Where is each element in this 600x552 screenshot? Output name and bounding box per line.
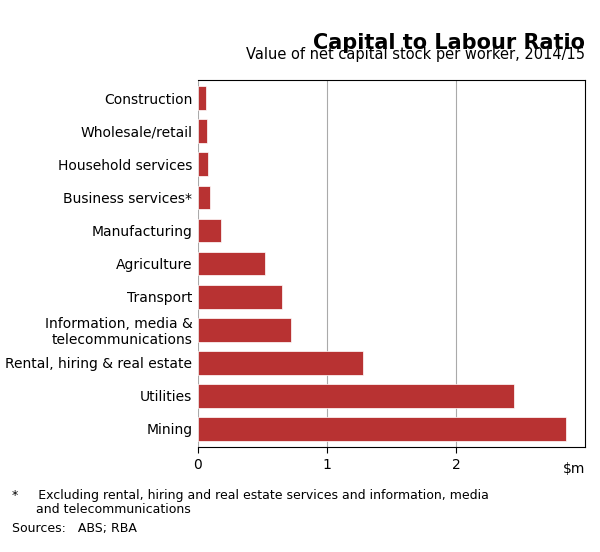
Bar bbox=[198, 152, 208, 176]
Bar bbox=[198, 417, 566, 441]
Bar bbox=[198, 384, 514, 408]
Bar bbox=[198, 219, 221, 242]
Bar bbox=[198, 185, 209, 209]
Text: and telecommunications: and telecommunications bbox=[12, 503, 191, 517]
Bar bbox=[198, 351, 363, 375]
Text: *     Excluding rental, hiring and real estate services and information, media: * Excluding rental, hiring and real esta… bbox=[12, 489, 489, 502]
Bar bbox=[198, 285, 282, 309]
Bar bbox=[198, 318, 291, 342]
Text: Value of net capital stock per worker, 2014/15: Value of net capital stock per worker, 2… bbox=[246, 47, 585, 62]
Text: $m: $m bbox=[563, 462, 585, 476]
Bar bbox=[198, 86, 206, 110]
Bar bbox=[198, 119, 207, 143]
Bar bbox=[198, 252, 265, 275]
Text: Sources:   ABS; RBA: Sources: ABS; RBA bbox=[12, 522, 137, 535]
Text: Capital to Labour Ratio: Capital to Labour Ratio bbox=[313, 34, 585, 54]
